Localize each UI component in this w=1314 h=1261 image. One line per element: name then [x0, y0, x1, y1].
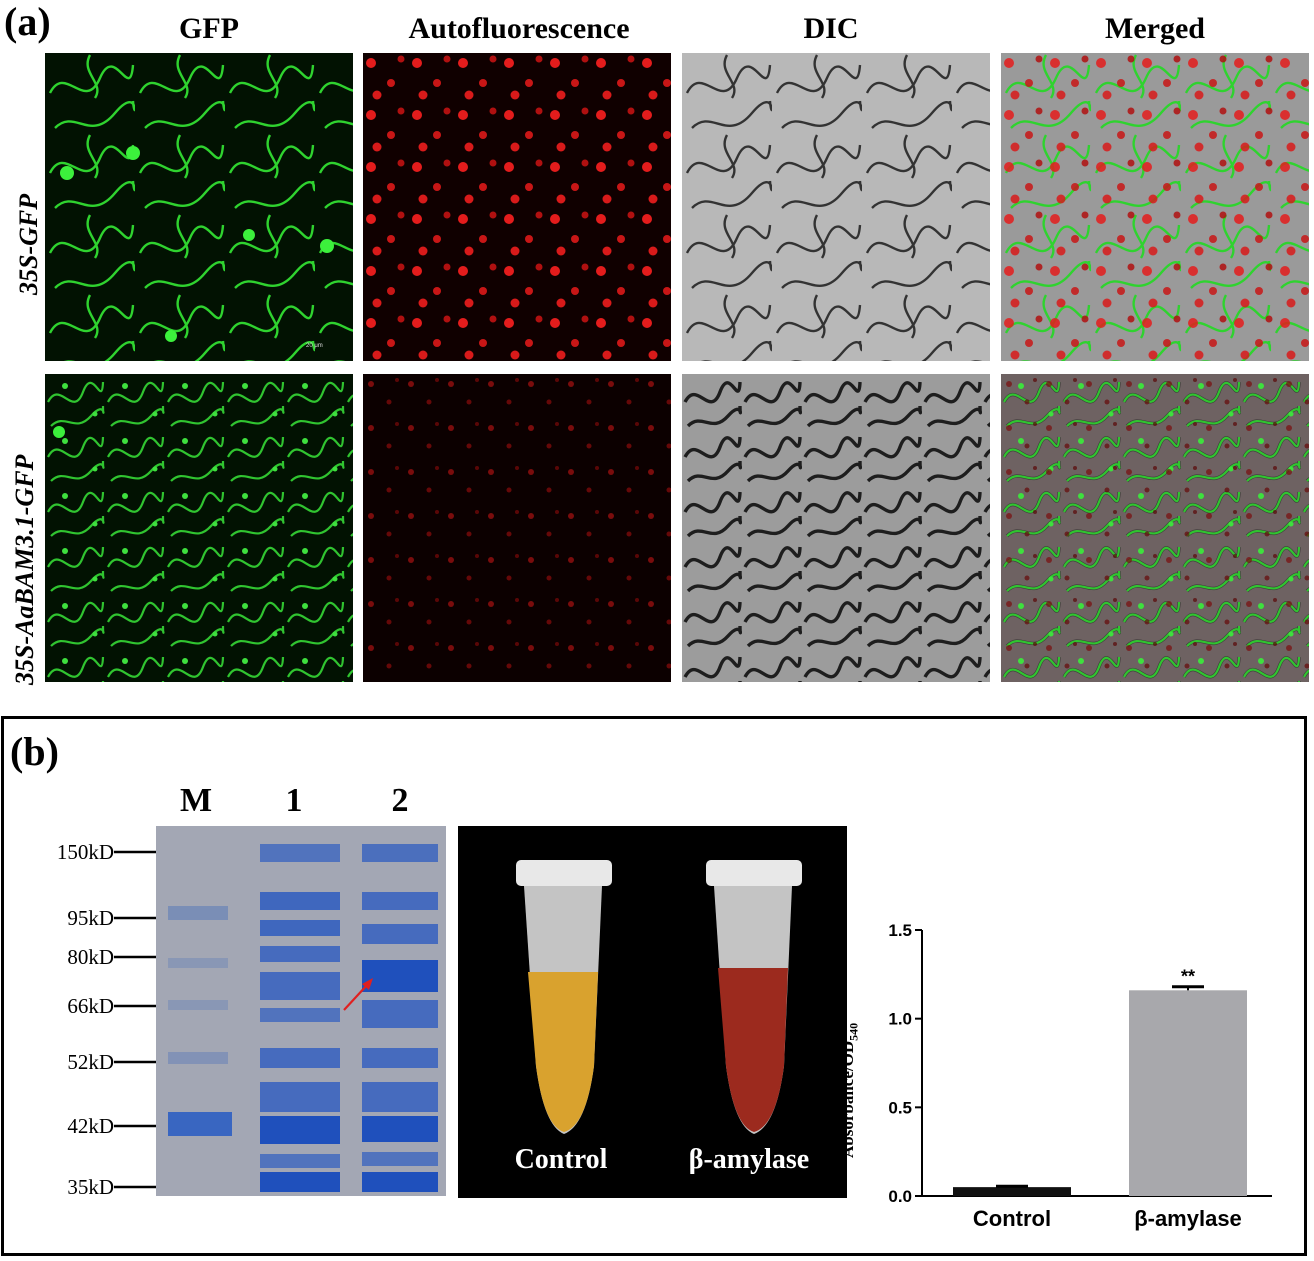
x-category-label: β-amylase	[1134, 1206, 1242, 1231]
micrograph-gfp-35s-aabam31-gfp	[45, 374, 353, 682]
tubes-photo: Control β-amylase	[458, 826, 847, 1198]
gel-lane-2: 2	[391, 782, 409, 819]
scale-bar-label: 20 μm	[306, 343, 323, 349]
sds-page-gel	[114, 826, 446, 1196]
y-tick-label: 1.5	[888, 921, 912, 940]
col-header-dic: DIC	[803, 12, 859, 45]
row-header-35s-gfp: 35S-GFP	[14, 193, 43, 295]
micrograph-autofluorescence-35s-aabam31-gfp	[363, 374, 671, 682]
marker-42kd: 42kD	[67, 1114, 114, 1138]
panel-a-label: (a)	[4, 0, 51, 44]
marker-35kd: 35kD	[67, 1175, 114, 1199]
gel-lane-m: M	[179, 782, 213, 819]
y-tick-label: 1.0	[888, 1010, 912, 1029]
marker-66kd: 66kD	[67, 994, 114, 1018]
micrograph-dic-35s-gfp	[682, 53, 990, 361]
significance-annotation: **	[1181, 967, 1195, 987]
y-axis-title-text: Absorbance/OD540	[838, 1022, 861, 1158]
tube-label-beta-amylase: β-amylase	[688, 1144, 810, 1175]
marker-95kd: 95kD	[67, 906, 114, 930]
micrograph-autofluorescence-35s-gfp	[363, 53, 671, 361]
y-axis-title: Absorbance/OD540	[838, 1023, 860, 1158]
col-header-autofluorescence: Autofluorescence	[408, 12, 630, 45]
micrograph-dic-35s-aabam31-gfp	[682, 374, 990, 682]
gel-lane-1: 1	[285, 782, 303, 819]
absorbance-bar-chart: 0.0 0.5 1.0 1.5 Control β-amylase **	[888, 921, 1272, 1231]
panel-b-label: (b)	[10, 729, 59, 774]
marker-150kd: 150kD	[56, 840, 114, 864]
bar-0	[953, 1187, 1071, 1196]
micrograph-merged-35s-aabam31-gfp	[1001, 374, 1309, 682]
y-tick-label: 0.0	[888, 1187, 912, 1206]
chart-bars	[953, 985, 1247, 1196]
bar-1	[1129, 990, 1247, 1196]
x-category-label: Control	[973, 1206, 1051, 1231]
panel-b-frame	[1, 716, 1307, 1256]
y-tick-label: 0.5	[888, 1098, 912, 1117]
tube-label-control: Control	[514, 1144, 608, 1175]
col-header-merged: Merged	[1105, 12, 1205, 45]
row-header-35s-aabam31-gfp: 35S-AaBAM3.1-GFP	[10, 454, 39, 685]
micrograph-merged-35s-gfp	[1001, 53, 1309, 361]
chart-ticks: 0.0 0.5 1.0 1.5 Control β-amylase **	[888, 921, 1241, 1231]
col-header-gfp: GFP	[179, 12, 239, 45]
marker-52kd: 52kD	[67, 1050, 114, 1074]
micrograph-gfp-35s-gfp	[45, 53, 353, 361]
marker-80kd: 80kD	[67, 945, 114, 969]
